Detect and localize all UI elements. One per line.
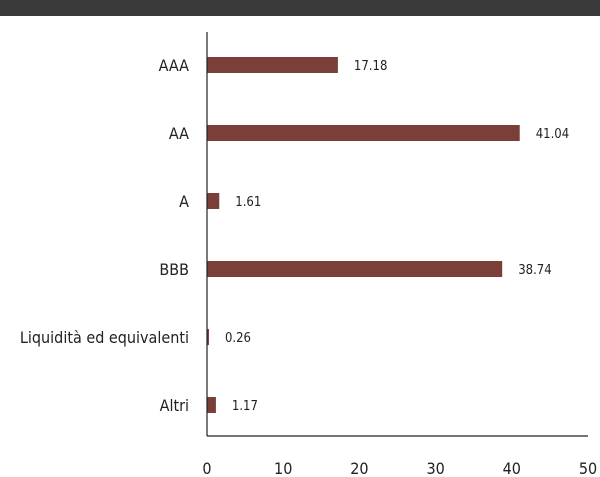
bar-2	[207, 193, 220, 209]
bar-3	[207, 261, 503, 277]
category-label-4: Liquidità ed equivalenti	[20, 328, 189, 347]
bar-4	[207, 329, 209, 345]
x-tick-label-3: 30	[426, 459, 444, 477]
x-tick-label-1: 10	[274, 459, 292, 477]
header-rule	[0, 0, 600, 16]
category-label-2: A	[179, 192, 189, 211]
category-label-5: Altri	[160, 396, 189, 415]
bars-group	[207, 57, 520, 413]
bar-0	[207, 57, 338, 73]
category-label-1: AA	[169, 124, 189, 143]
x-tick-label-2: 20	[350, 459, 368, 477]
bar-1	[207, 125, 520, 141]
value-label-1: 41.04	[536, 127, 569, 142]
bar-5	[207, 397, 216, 413]
category-label-3: BBB	[159, 260, 189, 279]
x-tick-label-5: 50	[579, 459, 597, 477]
value-label-0: 17.18	[354, 59, 387, 74]
category-label-0: AAA	[159, 56, 190, 75]
x-tick-label-4: 40	[503, 459, 521, 477]
value-label-3: 38.74	[518, 263, 551, 278]
value-labels: 17.18 41.04 1.61 38.74 0.26 1.17	[225, 59, 569, 414]
value-label-4: 0.26	[225, 331, 251, 346]
x-tick-label-0: 0	[202, 459, 211, 477]
value-label-2: 1.61	[235, 195, 261, 210]
x-tick-labels: 0 10 20 30 40 50	[202, 459, 597, 477]
value-label-5: 1.17	[232, 399, 258, 414]
